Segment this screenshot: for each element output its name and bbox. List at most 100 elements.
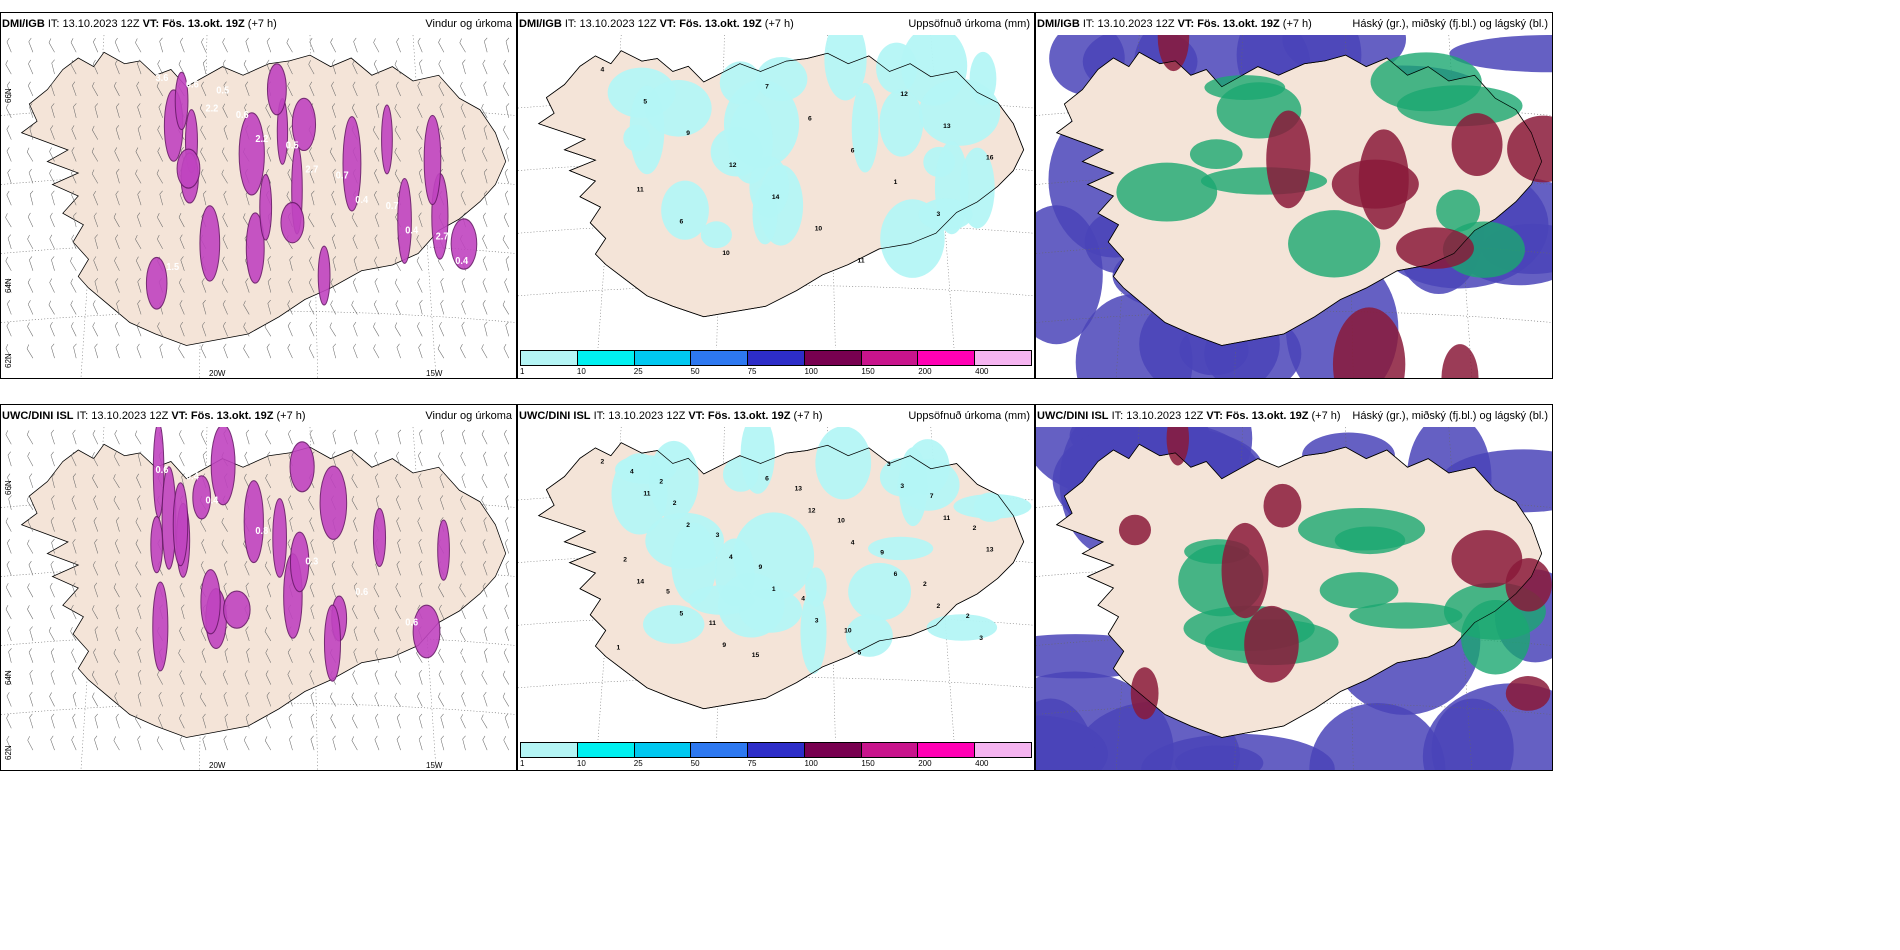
wind-barb — [6, 692, 12, 707]
wind-barb — [222, 321, 228, 337]
wind-barb — [50, 735, 55, 751]
wind-barb — [418, 473, 423, 489]
low-cloud-area — [1331, 159, 1419, 209]
wind-barb — [6, 125, 12, 140]
panel-header: DMI/IGB IT: 13.10.2023 12Z VT: Fös. 13.o… — [1036, 13, 1552, 35]
wind-barb — [439, 604, 445, 620]
wind-barb — [375, 429, 380, 445]
legend-swatch — [918, 351, 976, 365]
wind-barb — [27, 278, 34, 293]
wind-barb — [309, 670, 315, 685]
wind-barb — [416, 256, 423, 271]
wind-barb — [50, 670, 55, 685]
wind-barb — [396, 37, 401, 53]
wind-barb — [265, 473, 272, 489]
wind-barb — [71, 147, 77, 162]
wind-barb — [222, 300, 228, 315]
accum-area — [648, 440, 699, 520]
wind-barb — [330, 300, 336, 315]
accum-area — [897, 458, 960, 511]
wind-barb — [462, 735, 466, 751]
wind-barb — [115, 604, 120, 620]
legend-label: 1 — [520, 759, 525, 768]
wind-barb — [395, 81, 401, 97]
wind-barb — [179, 735, 185, 751]
wind-barb — [222, 256, 228, 271]
precip-value: 0.5 — [216, 85, 229, 97]
wind-barb — [179, 626, 185, 642]
model-source: UWC/DINI ISL — [1037, 410, 1109, 422]
init-time: IT: 13.10.2023 12Z — [76, 410, 169, 422]
wind-barb — [353, 517, 358, 532]
accum-value: 13 — [986, 547, 994, 554]
wind-barb — [460, 190, 466, 206]
wind-barb — [135, 169, 142, 184]
wind-barb — [287, 81, 293, 97]
precip-area — [317, 245, 331, 306]
wind-barb — [504, 538, 510, 554]
wind-barb — [394, 169, 401, 184]
wind-barb — [264, 627, 272, 642]
valid-time: VT: Fös. 13.okt. 19Z — [1177, 18, 1280, 30]
wind-barb — [51, 59, 55, 75]
precip-area — [289, 441, 315, 493]
wind-barb — [287, 343, 293, 359]
accum-area — [688, 585, 755, 615]
accum-area — [700, 221, 732, 249]
lat-label: 66N — [4, 88, 13, 103]
wind-barb — [115, 234, 120, 250]
wind-barb — [114, 321, 120, 337]
wind-barb — [503, 125, 510, 140]
precip-area — [192, 475, 212, 520]
precip-value: 0.3 — [305, 556, 318, 568]
wind-barb — [93, 648, 99, 663]
color-legend: 1 10 25 50 75 100 150 200 400 — [518, 348, 1034, 378]
wind-barb — [49, 321, 55, 337]
wind-barb — [157, 125, 163, 140]
wind-barb — [288, 713, 293, 729]
wind-barb — [203, 59, 207, 75]
wind-barb — [135, 626, 142, 642]
wind-barb — [352, 103, 358, 118]
wind-barb — [373, 322, 380, 337]
legend-label: 150 — [861, 367, 875, 376]
mid-cloud-area — [1204, 75, 1286, 100]
wind-barb — [459, 626, 466, 642]
wind-barb — [308, 300, 315, 315]
wind-barb — [483, 626, 488, 641]
wind-barb — [92, 125, 99, 140]
wind-barb — [287, 103, 293, 118]
wind-barb — [7, 539, 12, 554]
precip-area — [381, 104, 393, 175]
accum-value: 11 — [943, 515, 950, 522]
wind-barb — [395, 473, 401, 489]
map-canvas — [1036, 427, 1552, 770]
accum-value: 13 — [943, 123, 951, 130]
legend-swatch — [975, 351, 1032, 365]
wind-barb — [224, 648, 229, 663]
wind-barb — [157, 670, 163, 685]
wind-barb — [289, 735, 293, 751]
iceland-land — [20, 443, 507, 738]
wind-barb — [505, 321, 510, 337]
wind-barb — [438, 38, 445, 53]
wind-barb — [416, 234, 423, 250]
wind-barb — [93, 495, 99, 510]
precip-value: 0.4 — [355, 194, 368, 206]
wind-barb — [28, 59, 34, 75]
wind-barb — [202, 735, 207, 751]
precip-value: 3.6 — [156, 73, 169, 85]
precip-area — [150, 515, 164, 574]
map-canvas — [1036, 35, 1552, 378]
wind-barb — [7, 626, 12, 642]
wind-barb — [200, 147, 207, 162]
wind-barb — [418, 343, 423, 359]
wind-barb — [483, 517, 488, 532]
wind-barb — [461, 299, 466, 315]
init-time: IT: 13.10.2023 12Z — [1111, 410, 1204, 422]
wind-barb — [462, 59, 466, 75]
wind-barb — [135, 539, 142, 554]
wind-barb — [418, 190, 423, 206]
wind-barb — [503, 212, 510, 228]
wind-barb — [288, 691, 293, 707]
